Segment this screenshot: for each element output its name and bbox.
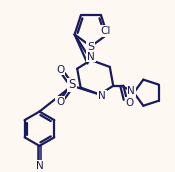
- Text: N: N: [127, 86, 135, 96]
- Text: N: N: [87, 52, 95, 62]
- Text: O: O: [125, 98, 134, 108]
- Text: N: N: [36, 161, 43, 171]
- Text: S: S: [68, 78, 76, 92]
- Text: Cl: Cl: [100, 26, 111, 36]
- Text: O: O: [56, 64, 64, 74]
- Text: S: S: [87, 42, 95, 52]
- Text: N: N: [98, 91, 106, 101]
- Text: O: O: [56, 97, 64, 107]
